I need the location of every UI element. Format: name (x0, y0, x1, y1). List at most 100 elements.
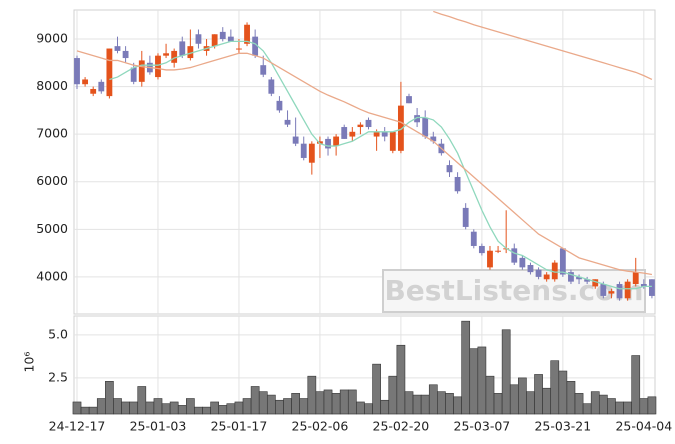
candle-body (511, 248, 518, 263)
x-tick-label: 25-01-17 (211, 419, 268, 434)
candle-body (74, 58, 80, 85)
candle-body (98, 81, 105, 92)
volume-bar (558, 370, 568, 415)
candle-body (130, 67, 137, 82)
volume-bar (485, 375, 495, 415)
volume-bar (88, 406, 98, 415)
candle-body (640, 284, 647, 287)
volume-bar (266, 394, 276, 415)
volume-bar (186, 398, 195, 415)
volume-bar (299, 398, 309, 415)
y-tick-label: 4000 (36, 268, 68, 283)
candle-body (462, 207, 469, 227)
x-tick-label: 25-03-21 (534, 419, 591, 434)
volume-bar (412, 394, 422, 415)
volume-bar (396, 344, 406, 415)
candle-body (187, 46, 194, 59)
volume-bar (493, 393, 503, 415)
candle-body (114, 46, 121, 51)
candle-body (252, 36, 259, 56)
volume-bar (339, 389, 349, 415)
y-tick-label: 7000 (36, 126, 68, 141)
volume-bar (356, 401, 365, 415)
candle-body (616, 284, 623, 299)
candle-body (349, 131, 356, 137)
volume-bar (607, 398, 616, 415)
volume-bar (347, 389, 357, 415)
candle-body (446, 165, 453, 173)
volume-bar (534, 374, 543, 415)
candle-body (219, 31, 226, 40)
candle-body (292, 136, 299, 144)
volume-bar (461, 320, 471, 415)
candle-body (357, 124, 364, 128)
volume-bar (105, 381, 114, 415)
volume-bar (364, 403, 373, 415)
volume-scale-label: 10⁶ (22, 352, 37, 373)
volume-bar (258, 391, 268, 415)
candle-body (576, 276, 582, 280)
moving-average-line (433, 10, 653, 81)
candle-body (478, 245, 485, 254)
candle-body (106, 48, 113, 97)
candle-body (325, 138, 331, 149)
volume-bar (226, 403, 236, 415)
volume-bar (153, 398, 163, 415)
watermark-box (382, 269, 646, 313)
candle-body (138, 60, 145, 82)
x-tick-label: 25-02-06 (292, 419, 349, 434)
candle-body (82, 79, 89, 85)
x-tick-label: 25-01-03 (130, 419, 187, 434)
candle-body (284, 119, 291, 125)
volume-bar (194, 406, 203, 415)
candle-body (373, 131, 380, 137)
y-tick-label: 5000 (36, 221, 68, 236)
volume-bar (234, 401, 244, 415)
candle-body (260, 65, 267, 75)
candle-body (389, 131, 396, 151)
candle-body (592, 279, 599, 287)
volume-bar (121, 401, 130, 415)
x-tick-label: 25-02-20 (373, 419, 430, 434)
volume-bar (161, 403, 171, 415)
candle-body (600, 284, 607, 296)
candle-body (122, 50, 129, 59)
volume-bar (96, 398, 106, 415)
volume-bar (526, 391, 535, 415)
volume-bar (137, 386, 147, 415)
volume-bar (72, 401, 82, 415)
volume-bar (615, 401, 624, 415)
volume-bar (275, 399, 284, 415)
volume-bar (428, 384, 438, 415)
volume-bar (388, 375, 398, 415)
moving-average-line (76, 50, 653, 276)
volume-bar (323, 389, 333, 415)
volume-bar (582, 403, 592, 415)
volume-bar (80, 406, 90, 415)
volume-bar (598, 394, 608, 415)
candle-body (317, 141, 323, 144)
candle-body (341, 127, 348, 139)
volume-bar (574, 393, 584, 415)
moving-average-line (109, 40, 652, 290)
candle-body (244, 24, 250, 44)
volume-bar (518, 377, 527, 415)
candle-body (171, 50, 178, 63)
volume-bar (218, 405, 228, 415)
volume-bar (113, 398, 122, 415)
candle-body (535, 269, 542, 277)
volume-bar (623, 401, 632, 415)
candle-body (559, 248, 566, 275)
volume-bar (145, 401, 155, 415)
candle-body (179, 41, 186, 56)
candle-body (163, 53, 169, 56)
volume-bar (250, 386, 260, 415)
x-tick-label: 24-12-17 (49, 419, 106, 434)
candle-body (227, 36, 234, 42)
candle-body (470, 231, 477, 246)
x-tick-label: 25-03-07 (454, 419, 511, 434)
candle-body (397, 105, 404, 151)
candle-body (527, 264, 534, 273)
candle-body (365, 119, 372, 128)
volume-bar (509, 384, 519, 415)
